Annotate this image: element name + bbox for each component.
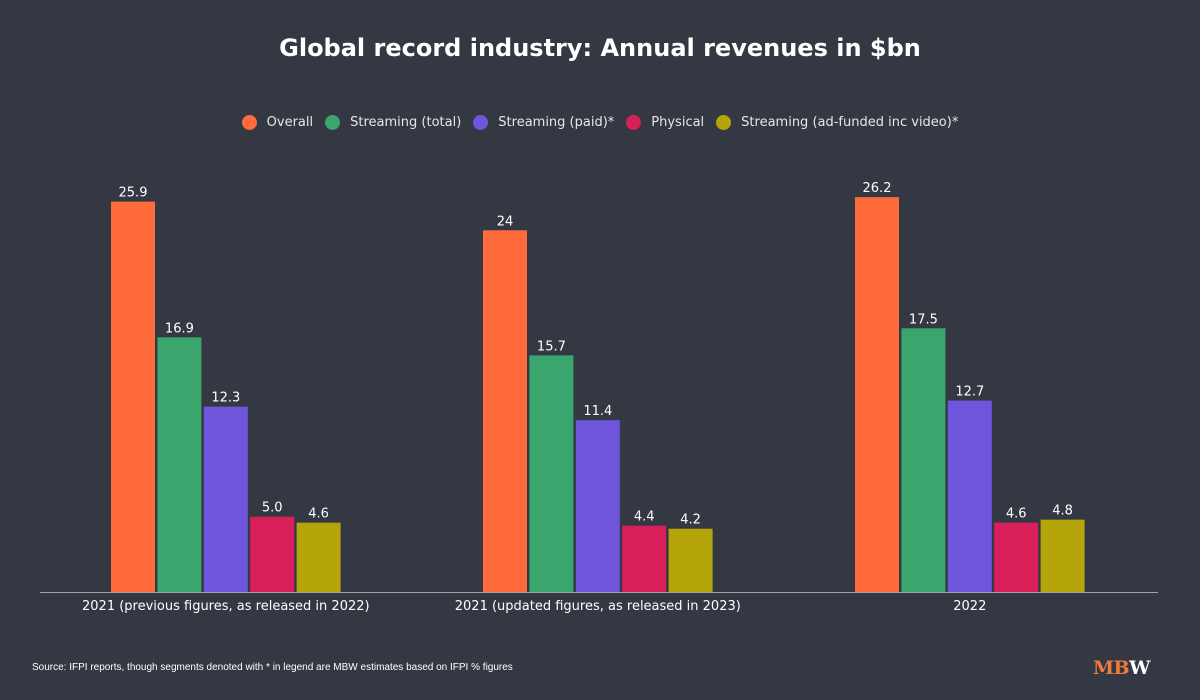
bar[interactable]	[483, 230, 527, 593]
data-label: 12.7	[955, 385, 984, 400]
bar[interactable]	[296, 522, 341, 592]
legend-swatch	[716, 115, 732, 130]
bar[interactable]	[947, 400, 992, 592]
legend-swatch	[241, 115, 257, 130]
data-label: 17.5	[909, 312, 938, 327]
bar[interactable]	[111, 201, 155, 592]
legend-item-overall[interactable]: Overall	[241, 115, 314, 130]
chart-legend: Overall Streaming (total) Streaming (pai…	[0, 115, 1200, 130]
x-tick-label: 2021 (previous figures, as released in 2…	[82, 599, 370, 614]
legend-item-streaming-total[interactable]: Streaming (total)	[325, 115, 461, 130]
bar[interactable]	[901, 328, 946, 592]
bar[interactable]	[622, 525, 667, 592]
data-label: 5.0	[262, 501, 283, 516]
logo-part-2: W	[1129, 657, 1150, 679]
bar[interactable]	[1040, 519, 1085, 592]
data-label: 26.2	[863, 181, 892, 196]
logo-part-1: MB	[1093, 657, 1130, 679]
chart-title: Global record industry: Annual revenues …	[279, 34, 921, 62]
data-label: 4.4	[634, 510, 655, 525]
data-label: 12.3	[211, 391, 240, 406]
source-note: Source: IFPI reports, though segments de…	[32, 662, 513, 673]
legend-item-streaming-ad-funded[interactable]: Streaming (ad-funded inc video)*	[716, 115, 958, 130]
data-label: 11.4	[583, 404, 612, 419]
data-label: 4.6	[1006, 507, 1027, 522]
data-label: 15.7	[537, 339, 566, 354]
legend-label: Physical	[651, 115, 705, 130]
bar[interactable]	[157, 337, 202, 592]
legend-swatch	[325, 115, 341, 130]
legend-swatch	[473, 115, 489, 130]
data-label: 24	[497, 214, 514, 229]
x-tick-label: 2021 (updated figures, as released in 20…	[455, 599, 741, 614]
legend-item-streaming-paid[interactable]: Streaming (paid)*	[473, 115, 614, 130]
x-tick-label: 2022	[953, 599, 986, 614]
legend-item-physical[interactable]: Physical	[626, 115, 704, 130]
data-label: 4.8	[1052, 504, 1073, 519]
mbw-logo: MBW	[1093, 657, 1150, 679]
legend-label: Streaming (paid)*	[498, 115, 615, 130]
bar[interactable]	[668, 528, 713, 592]
bar[interactable]	[203, 406, 248, 592]
bar[interactable]	[250, 516, 295, 592]
data-label: 25.9	[119, 186, 148, 201]
legend-label: Streaming (total)	[350, 115, 462, 130]
legend-swatch	[626, 115, 642, 130]
bar[interactable]	[575, 420, 620, 592]
data-label: 4.2	[680, 513, 701, 528]
legend-label: Overall	[266, 115, 314, 130]
bar[interactable]	[855, 197, 899, 592]
bar[interactable]	[529, 355, 574, 592]
bar[interactable]	[994, 522, 1039, 592]
legend-label: Streaming (ad-funded inc video)*	[741, 115, 959, 130]
data-label: 4.6	[308, 507, 329, 522]
data-label: 16.9	[165, 321, 194, 336]
